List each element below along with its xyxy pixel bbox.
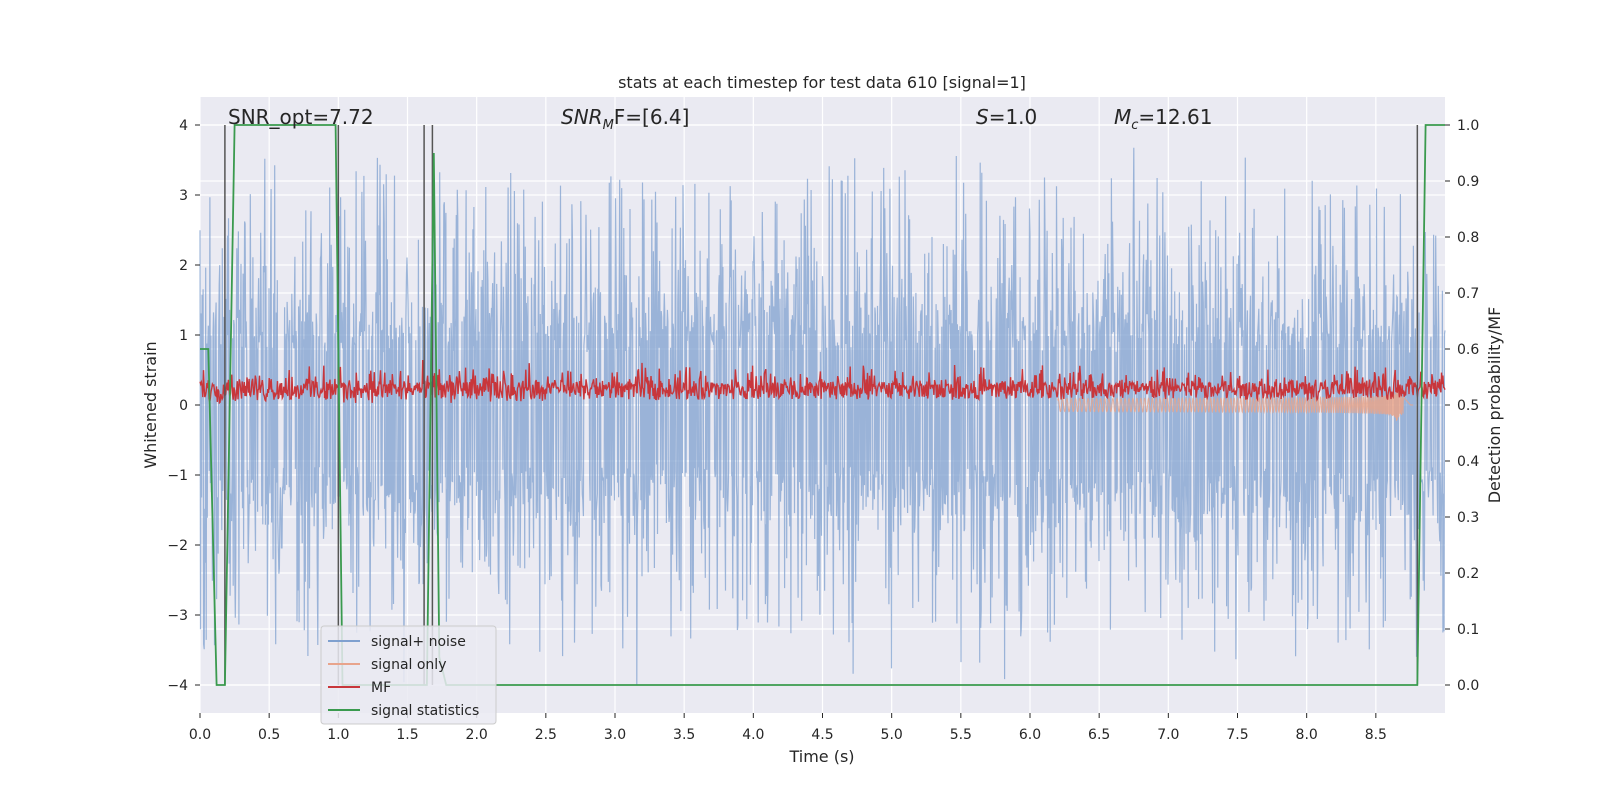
right-y-axis-label: Detection probability/MF [1485,307,1504,504]
y-tick-label: 2 [179,258,188,274]
annotation-mc-main: M [1114,105,1131,129]
legend: signal+ noise signal only MF signal statist… [320,625,497,725]
series-mf [199,359,1446,405]
x-tick-label: 4.5 [811,727,833,743]
y-right-tick-label: 0.9 [1457,174,1479,190]
y-tick-label: 4 [179,118,188,134]
annotation-snr-mf-main: SNR [561,105,603,129]
y-axis-label: Whitened strain [141,341,160,468]
y-right-tick-label: 0.1 [1457,622,1479,638]
legend-entry-label: MF [371,680,391,696]
y-tick-label: −2 [167,538,188,554]
x-tick-label: 8.0 [1296,727,1318,743]
x-tick-label: 0.5 [258,727,280,743]
y-right-tick-label: 0.2 [1457,566,1479,582]
y-right-tick-label: 0.6 [1457,342,1479,358]
series-signal-noise [199,147,1446,686]
y-right-tick-label: 0.0 [1457,678,1479,694]
annotation-mc: Mc=12.61 [1114,105,1212,133]
chart-title: stats at each timestep for test data 610… [618,73,1026,92]
x-tick-label: 6.5 [1088,727,1110,743]
annotation-mc-sub: c [1131,118,1138,133]
x-tick-label: 6.0 [1019,727,1041,743]
annotation-snr-mf: SNRMF=[6.4] [561,105,689,133]
x-tick-label: 3.5 [673,727,695,743]
y-tick-label: 3 [179,188,188,204]
x-tick-label: 3.0 [604,727,626,743]
x-tick-label: 1.5 [396,727,418,743]
annotation-snr-mf-rest: F=[6.4] [614,105,690,129]
x-tick-label: 8.5 [1365,727,1387,743]
y-right-tick-label: 0.4 [1457,454,1479,470]
y-right-tick-label: 0.8 [1457,230,1479,246]
legend-entry-label: signal+ noise [371,634,466,650]
legend-entry-label: signal statistics [371,703,479,719]
y-right-tick-label: 0.5 [1457,398,1479,414]
x-axis-label: Time (s) [788,747,854,766]
x-tick-label: 5.0 [881,727,903,743]
annotation-snr-opt: SNR_opt=7.72 [228,105,374,129]
annotation-mc-rest: =12.61 [1138,105,1212,129]
y-tick-label: −4 [167,678,188,694]
y-tick-label: 1 [179,328,188,344]
x-tick-label: 0.0 [189,727,211,743]
y-tick-label: −1 [167,468,188,484]
annotation-s: S=1.0 [976,105,1037,129]
annotation-s-rest: =1.0 [989,105,1038,129]
annotation-snr-mf-sub: M [603,118,614,133]
y-right-tick-label: 0.7 [1457,286,1479,302]
y-tick-label: −3 [167,608,188,624]
legend-entry-label: signal only [371,657,446,673]
legend-box [320,625,497,725]
x-tick-label: 5.5 [950,727,972,743]
x-tick-label: 1.0 [327,727,349,743]
x-tick-label: 7.5 [1226,727,1248,743]
y-right-tick-label: 1.0 [1457,118,1479,134]
x-tick-label: 7.0 [1157,727,1179,743]
y-tick-label: 0 [179,398,188,414]
x-tick-label: 4.0 [742,727,764,743]
x-tick-label: 2.5 [535,727,557,743]
axes: 0.0 0.5 1.0 1.5 2.0 2.5 3.0 3.5 4.0 4.5 5.0 5.5 6.0 6… [167,118,1479,743]
annotation-s-main: S [976,105,989,129]
y-right-tick-label: 0.3 [1457,510,1479,526]
x-tick-label: 2.0 [466,727,488,743]
